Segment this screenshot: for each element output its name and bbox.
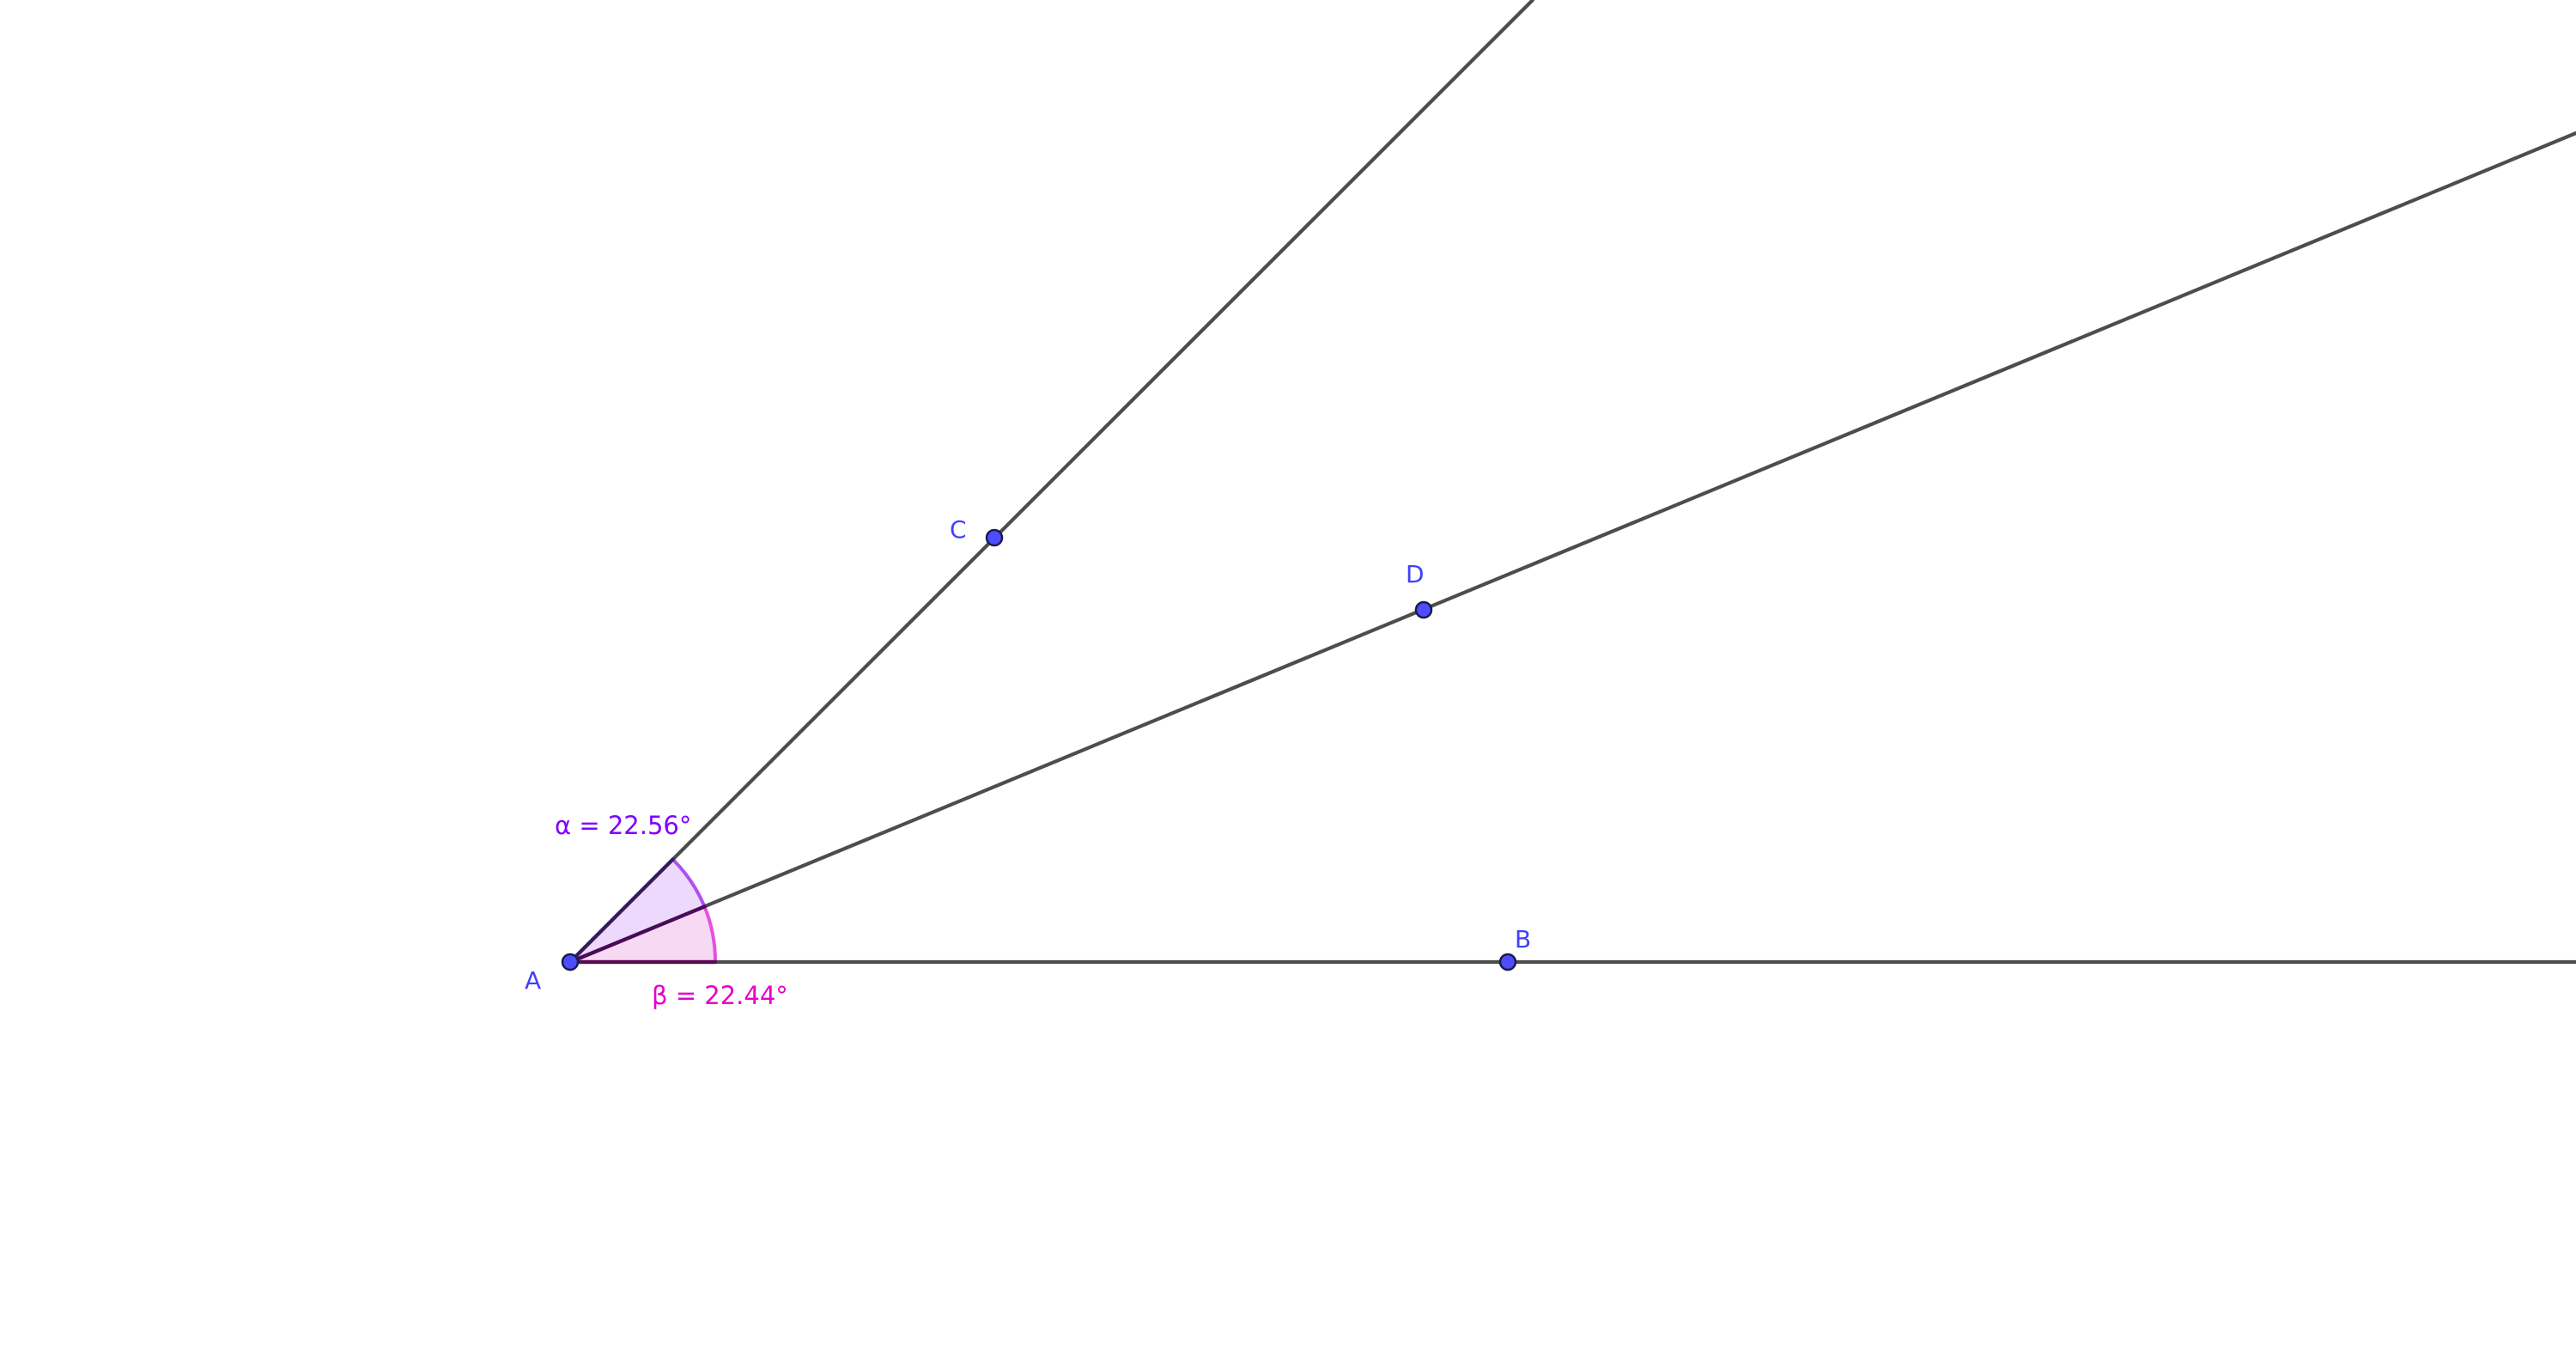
ray-ad[interactable]: [568, 131, 2576, 965]
point-d-label: D: [1406, 560, 1425, 588]
angle-beta-arc: [702, 905, 718, 963]
angle-alpha-label: α = 22.56°: [555, 811, 691, 840]
angle-alpha-side: [568, 857, 675, 965]
point-c-label: C: [950, 515, 967, 544]
point-a-label: A: [525, 966, 541, 995]
angle-alpha-sector[interactable]: [570, 859, 705, 963]
angle-alpha-arc: [671, 858, 707, 908]
angle-beta-label: β = 22.44°: [652, 981, 788, 1010]
point-b[interactable]: [1498, 953, 1517, 971]
point-c[interactable]: [985, 528, 1004, 547]
point-b-label: B: [1515, 925, 1531, 953]
angle-shared-side: [568, 904, 707, 965]
point-a[interactable]: [561, 953, 580, 971]
ray-ac[interactable]: [568, 0, 1535, 965]
point-d[interactable]: [1414, 600, 1433, 619]
